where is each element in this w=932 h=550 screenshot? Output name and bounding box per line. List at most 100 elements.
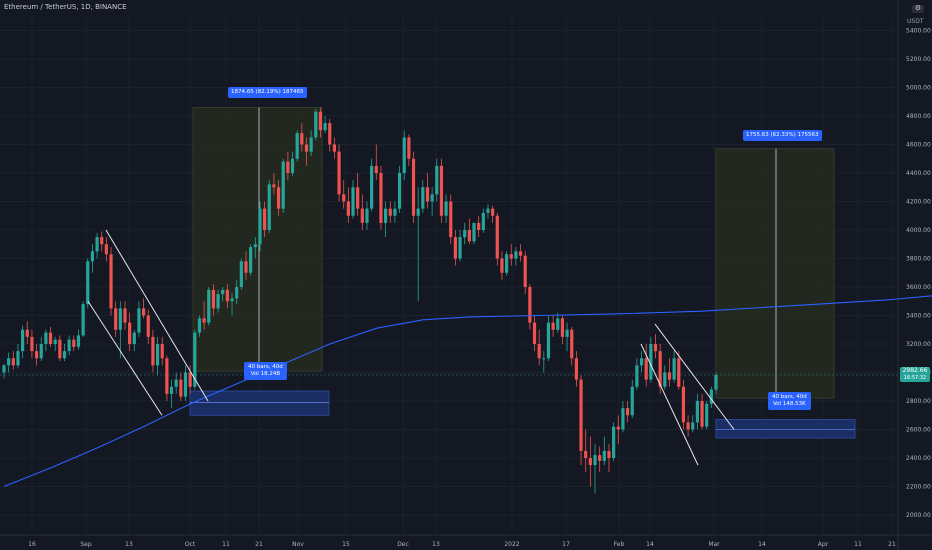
- candle-body: [169, 386, 174, 394]
- candle-body: [691, 422, 695, 430]
- candle-body: [7, 358, 11, 366]
- candle-body: [95, 237, 99, 252]
- x-tick-label: 17: [562, 541, 570, 548]
- candle-body: [560, 318, 565, 337]
- candle-body: [532, 322, 537, 344]
- settings-icon[interactable]: ⚙: [912, 5, 924, 13]
- candle-body: [239, 261, 243, 287]
- candle-body: [528, 287, 532, 323]
- candle-body: [472, 222, 476, 242]
- candle-body: [207, 289, 211, 323]
- x-tick-label: 11: [222, 541, 230, 548]
- measure-stats-1: 40 bars, 40d Vol 18.24B: [244, 362, 287, 380]
- candle-body: [90, 251, 95, 262]
- candle-body: [235, 287, 239, 299]
- measure-label-1: 1874.65 (82.19%) 187465: [228, 87, 307, 98]
- x-tick-label: Dec: [397, 541, 409, 548]
- y-tick-label: 4000.00: [906, 227, 931, 234]
- candle-body: [34, 351, 39, 359]
- candle-body: [477, 222, 481, 230]
- candle-body: [709, 389, 713, 404]
- candle-body: [495, 215, 499, 259]
- moving-average-line: [3, 295, 932, 488]
- candle-body: [672, 358, 676, 380]
- y-tick-label: 4400.00: [906, 170, 931, 177]
- x-tick-label: 13: [432, 541, 440, 548]
- channel-line-lower-1: [87, 300, 163, 416]
- x-tick-label: 14: [646, 541, 654, 548]
- candle-body: [621, 408, 625, 430]
- candle-body: [653, 344, 658, 352]
- candle-body: [104, 244, 108, 255]
- candle-body: [504, 254, 509, 273]
- candle-body: [402, 137, 406, 173]
- candle-body: [444, 201, 448, 216]
- candle-body: [221, 289, 225, 295]
- candle-body: [630, 386, 634, 416]
- candle-body: [53, 339, 57, 344]
- measure-bars-1: 40 bars, 40d: [248, 364, 283, 370]
- countdown: 16:57:32: [903, 374, 927, 381]
- y-tick-label: 3200.00: [906, 341, 931, 348]
- y-tick-label: 3600.00: [906, 284, 931, 291]
- candle-body: [72, 339, 76, 347]
- candle-body: [304, 144, 309, 152]
- y-tick-label: 4600.00: [906, 142, 931, 149]
- candle-body: [160, 344, 164, 359]
- candle-body: [356, 187, 360, 209]
- candle-body: [62, 351, 67, 359]
- candle-body: [81, 304, 85, 336]
- candle-body: [216, 294, 220, 309]
- y-tick-label: 5000.00: [906, 85, 931, 92]
- candle-body: [258, 208, 262, 245]
- candle-body: [467, 230, 471, 242]
- measure-stats-2: 40 bars, 40d Vol 148.53K: [768, 392, 811, 410]
- candle-body: [481, 212, 485, 230]
- candle-body: [188, 372, 192, 387]
- candle-body: [11, 358, 15, 366]
- candle-body: [346, 201, 350, 216]
- x-tick-label: Nov: [292, 541, 304, 548]
- candle-body: [342, 194, 346, 202]
- candle-body: [183, 372, 188, 397]
- candle-body: [574, 358, 578, 380]
- candle-body: [21, 329, 25, 352]
- candle-body: [328, 123, 332, 145]
- candle-body: [295, 133, 299, 159]
- candle-body: [249, 247, 253, 273]
- candle-body: [607, 450, 611, 458]
- candle-body: [67, 339, 71, 352]
- candle-body: [518, 251, 523, 256]
- candle-body: [267, 184, 271, 230]
- candle-body: [123, 308, 127, 323]
- candle-body: [253, 244, 257, 248]
- candle-body: [463, 230, 467, 238]
- candle-body: [142, 308, 146, 316]
- channel-line-lower-2: [640, 343, 699, 466]
- candle-body: [700, 401, 704, 427]
- candle-body: [146, 315, 150, 337]
- candle-body: [649, 344, 653, 380]
- x-tick-label: 16: [28, 541, 36, 548]
- x-tick-label: 21: [255, 541, 263, 548]
- candle-body: [593, 455, 597, 466]
- candle-body: [351, 187, 355, 216]
- candle-body: [393, 208, 397, 216]
- candle-body: [681, 386, 686, 423]
- candle-body: [500, 258, 504, 273]
- candle-body: [486, 208, 490, 213]
- candle-body: [309, 137, 313, 152]
- candle-body: [39, 344, 43, 359]
- y-tick-label: 2200.00: [906, 484, 931, 491]
- x-tick-label: Oct: [185, 541, 196, 548]
- candle-body: [155, 344, 160, 366]
- candle-body: [118, 308, 122, 330]
- candle-body: [397, 173, 402, 209]
- candle-body: [537, 344, 541, 359]
- candle-body: [272, 184, 276, 188]
- candle-body: [197, 318, 202, 333]
- y-tick-label: 5400.00: [906, 28, 931, 35]
- measure-bars-2: 40 bars, 40d: [772, 394, 807, 400]
- candle-body: [435, 165, 439, 195]
